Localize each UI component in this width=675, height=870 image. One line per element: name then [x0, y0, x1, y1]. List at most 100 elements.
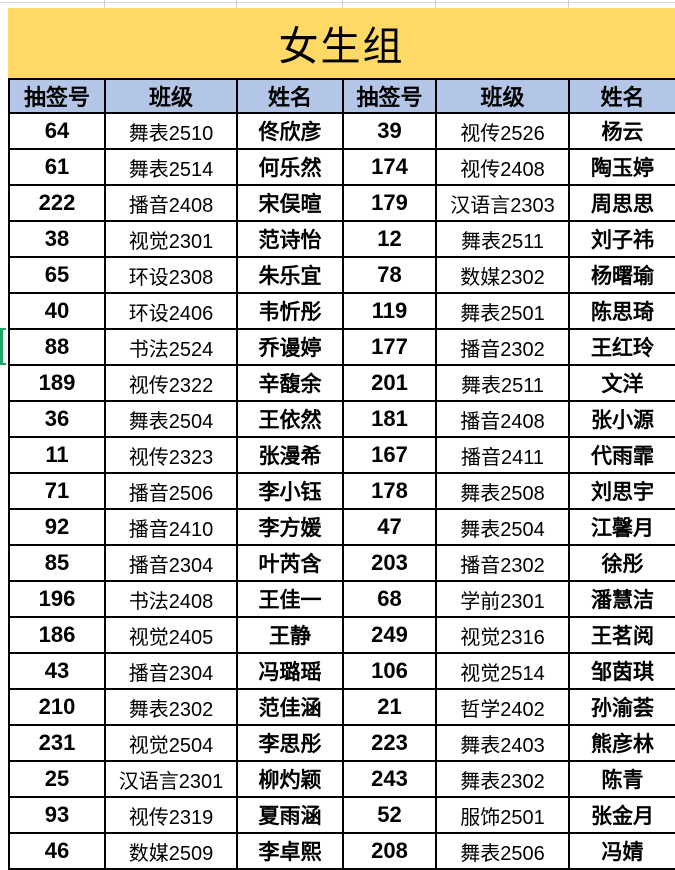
cell-draw-number[interactable]: 64 [8, 112, 106, 150]
cell-name[interactable]: 李卓熙 [236, 832, 344, 870]
cell-name[interactable]: 潘慧洁 [568, 580, 675, 618]
cell-draw-number[interactable]: 201 [342, 364, 437, 402]
cell-draw-number[interactable]: 186 [8, 616, 106, 654]
cell-class[interactable]: 播音2506 [104, 472, 238, 510]
cell-name[interactable]: 刘子祎 [568, 220, 675, 258]
cell-name[interactable]: 张金月 [568, 796, 675, 834]
cell-class[interactable]: 视传2526 [435, 112, 570, 150]
cell-name[interactable]: 孙渝荟 [568, 688, 675, 726]
cell-draw-number[interactable]: 223 [342, 724, 437, 762]
cell-class[interactable]: 舞表2510 [104, 112, 238, 150]
cell-class[interactable]: 播音2411 [435, 436, 570, 474]
cell-name[interactable]: 冯婧 [568, 832, 675, 870]
cell-draw-number[interactable]: 21 [342, 688, 437, 726]
cell-name[interactable]: 刘思宇 [568, 472, 675, 510]
cell-draw-number[interactable]: 181 [342, 400, 437, 438]
cell-class[interactable]: 播音2302 [435, 544, 570, 582]
cell-class[interactable]: 舞表2514 [104, 148, 238, 186]
cell-name[interactable]: 柳灼颖 [236, 760, 344, 798]
cell-draw-number[interactable]: 243 [342, 760, 437, 798]
cell-draw-number[interactable]: 47 [342, 508, 437, 546]
cell-draw-number[interactable]: 88 [8, 328, 106, 366]
cell-name[interactable]: 王依然 [236, 400, 344, 438]
cell-class[interactable]: 视觉2504 [104, 724, 238, 762]
cell-class[interactable]: 播音2304 [104, 544, 238, 582]
cell-class[interactable]: 书法2524 [104, 328, 238, 366]
cell-draw-number[interactable]: 71 [8, 472, 106, 510]
cell-draw-number[interactable]: 65 [8, 256, 106, 294]
cell-draw-number[interactable]: 174 [342, 148, 437, 186]
cell-class[interactable]: 视觉2514 [435, 652, 570, 690]
cell-name[interactable]: 李思彤 [236, 724, 344, 762]
cell-draw-number[interactable]: 189 [8, 364, 106, 402]
cell-class[interactable]: 汉语言2301 [104, 760, 238, 798]
cell-class[interactable]: 视觉2316 [435, 616, 570, 654]
cell-draw-number[interactable]: 196 [8, 580, 106, 618]
cell-class[interactable]: 环设2308 [104, 256, 238, 294]
cell-name[interactable]: 朱乐宜 [236, 256, 344, 294]
cell-draw-number[interactable]: 203 [342, 544, 437, 582]
cell-name[interactable]: 冯璐瑶 [236, 652, 344, 690]
cell-class[interactable]: 舞表2302 [104, 688, 238, 726]
cell-draw-number[interactable]: 40 [8, 292, 106, 330]
cell-class[interactable]: 哲学2402 [435, 688, 570, 726]
cell-name[interactable]: 李方媛 [236, 508, 344, 546]
cell-class[interactable]: 视觉2405 [104, 616, 238, 654]
cell-draw-number[interactable]: 179 [342, 184, 437, 222]
cell-name[interactable]: 夏雨涵 [236, 796, 344, 834]
cell-name[interactable]: 江馨月 [568, 508, 675, 546]
cell-name[interactable]: 陈青 [568, 760, 675, 798]
cell-class[interactable]: 播音2302 [435, 328, 570, 366]
cell-class[interactable]: 播音2304 [104, 652, 238, 690]
cell-class[interactable]: 视传2323 [104, 436, 238, 474]
cell-class[interactable]: 舞表2504 [104, 400, 238, 438]
cell-name[interactable]: 杨曙瑜 [568, 256, 675, 294]
cell-name[interactable]: 徐彤 [568, 544, 675, 582]
cell-draw-number[interactable]: 231 [8, 724, 106, 762]
cell-draw-number[interactable]: 78 [342, 256, 437, 294]
cell-draw-number[interactable]: 222 [8, 184, 106, 222]
column-header-name[interactable]: 姓名 [568, 78, 675, 114]
cell-name[interactable]: 王佳一 [236, 580, 344, 618]
cell-name[interactable]: 乔谩婷 [236, 328, 344, 366]
cell-name[interactable]: 李小钰 [236, 472, 344, 510]
cell-class[interactable]: 舞表2302 [435, 760, 570, 798]
cell-name[interactable]: 王红玲 [568, 328, 675, 366]
cell-draw-number[interactable]: 38 [8, 220, 106, 258]
cell-name[interactable]: 辛馥余 [236, 364, 344, 402]
cell-name[interactable]: 韦忻彤 [236, 292, 344, 330]
cell-class[interactable]: 环设2406 [104, 292, 238, 330]
cell-name[interactable]: 熊彦林 [568, 724, 675, 762]
cell-class[interactable]: 书法2408 [104, 580, 238, 618]
cell-class[interactable]: 播音2408 [104, 184, 238, 222]
cell-name[interactable]: 陈思琦 [568, 292, 675, 330]
cell-class[interactable]: 视觉2301 [104, 220, 238, 258]
cell-name[interactable]: 周思思 [568, 184, 675, 222]
cell-name[interactable]: 陶玉婷 [568, 148, 675, 186]
cell-class[interactable]: 播音2410 [104, 508, 238, 546]
cell-draw-number[interactable]: 177 [342, 328, 437, 366]
cell-draw-number[interactable]: 68 [342, 580, 437, 618]
cell-class[interactable]: 服饰2501 [435, 796, 570, 834]
cell-draw-number[interactable]: 167 [342, 436, 437, 474]
cell-draw-number[interactable]: 208 [342, 832, 437, 870]
cell-class[interactable]: 舞表2508 [435, 472, 570, 510]
column-header-draw-number[interactable]: 抽签号 [8, 78, 106, 114]
cell-class[interactable]: 视传2322 [104, 364, 238, 402]
cell-class[interactable]: 舞表2504 [435, 508, 570, 546]
column-header-name[interactable]: 姓名 [236, 78, 344, 114]
cell-name[interactable]: 范佳涵 [236, 688, 344, 726]
cell-draw-number[interactable]: 43 [8, 652, 106, 690]
cell-name[interactable]: 王茗阅 [568, 616, 675, 654]
cell-class[interactable]: 汉语言2303 [435, 184, 570, 222]
cell-class[interactable]: 数媒2509 [104, 832, 238, 870]
cell-name[interactable]: 宋俣暄 [236, 184, 344, 222]
column-header-draw-number[interactable]: 抽签号 [342, 78, 437, 114]
cell-name[interactable]: 佟欣彦 [236, 112, 344, 150]
cell-name[interactable]: 王静 [236, 616, 344, 654]
cell-draw-number[interactable]: 93 [8, 796, 106, 834]
cell-draw-number[interactable]: 61 [8, 148, 106, 186]
cell-name[interactable]: 杨云 [568, 112, 675, 150]
cell-draw-number[interactable]: 52 [342, 796, 437, 834]
cell-draw-number[interactable]: 210 [8, 688, 106, 726]
